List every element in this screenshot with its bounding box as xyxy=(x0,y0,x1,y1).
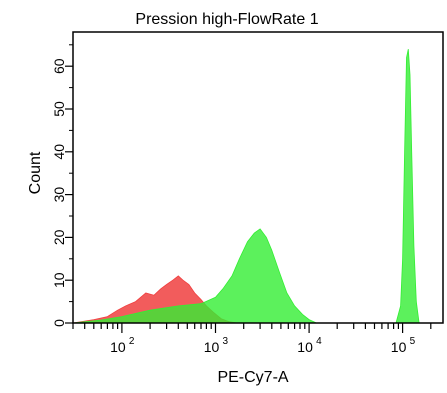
x-tick-exponent: 5 xyxy=(410,336,416,347)
x-axis-ticks: 10 2 10 3 10 4 10 5 xyxy=(72,323,432,355)
plot-frame xyxy=(72,31,444,324)
x-tick-exponent: 3 xyxy=(223,336,229,347)
y-tick-label: 60 xyxy=(51,58,67,74)
x-axis-label: PE-Cy7-A xyxy=(217,369,288,386)
x-tick-label: 10 xyxy=(297,339,313,355)
chart-title: Pression high-FlowRate 1 xyxy=(135,11,318,28)
y-tick-label: 50 xyxy=(51,101,67,117)
y-tick-label: 10 xyxy=(51,272,67,288)
x-tick-label: 10 xyxy=(110,339,126,355)
series-layer xyxy=(72,49,420,324)
y-tick-label: 0 xyxy=(51,319,67,327)
y-tick-label: 20 xyxy=(51,229,67,245)
x-tick-label: 10 xyxy=(204,339,220,355)
x-tick-label: 10 xyxy=(391,339,407,355)
y-axis-ticks: 0 10 20 30 40 50 60 xyxy=(51,44,73,327)
y-tick-label: 40 xyxy=(51,144,67,160)
x-tick-exponent: 2 xyxy=(129,336,135,347)
series-2-area xyxy=(72,49,420,324)
y-axis-label: Count xyxy=(27,151,44,194)
y-tick-label: 30 xyxy=(51,187,67,203)
x-tick-exponent: 4 xyxy=(316,336,322,347)
